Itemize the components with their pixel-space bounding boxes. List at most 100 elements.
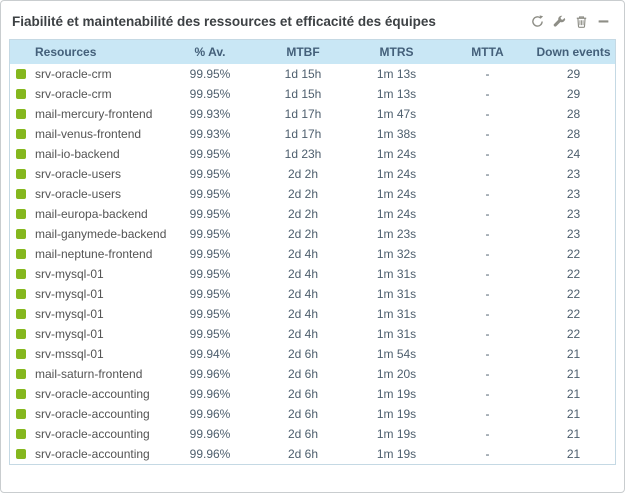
- status-ok-icon: [16, 189, 26, 199]
- table-row[interactable]: mail-io-backend 99.95% 1d 23h 1m 24s - 2…: [10, 144, 615, 164]
- resource-cell: srv-mysql-01: [10, 264, 164, 284]
- resource-name: srv-oracle-accounting: [35, 447, 150, 461]
- resource-name: srv-mysql-01: [35, 267, 104, 281]
- resource-cell: srv-oracle-crm: [10, 84, 164, 104]
- down-events-cell: 22: [532, 324, 615, 344]
- mtta-cell: -: [443, 444, 532, 464]
- minimize-icon: [597, 16, 610, 31]
- column-header-down-events[interactable]: Down events: [532, 40, 615, 64]
- column-header-mtbf[interactable]: MTBF: [256, 40, 350, 64]
- mtta-cell: -: [443, 144, 532, 164]
- table-row[interactable]: srv-oracle-accounting 99.96% 2d 6h 1m 19…: [10, 384, 615, 404]
- resource-cell: mail-saturn-frontend: [10, 364, 164, 384]
- resource-cell: srv-mysql-01: [10, 284, 164, 304]
- table-row[interactable]: mail-europa-backend 99.95% 2d 2h 1m 24s …: [10, 204, 615, 224]
- mtbf-cell: 2d 2h: [256, 164, 350, 184]
- resource-name: mail-mercury-frontend: [35, 107, 153, 121]
- mtrs-cell: 1m 20s: [350, 364, 443, 384]
- table-row[interactable]: srv-oracle-accounting 99.96% 2d 6h 1m 19…: [10, 424, 615, 444]
- wrench-icon: [553, 15, 566, 31]
- refresh-button[interactable]: [529, 14, 546, 29]
- mtta-cell: -: [443, 304, 532, 324]
- availability-cell: 99.93%: [164, 124, 256, 144]
- mtta-cell: -: [443, 364, 532, 384]
- status-ok-icon: [16, 209, 26, 219]
- availability-cell: 99.95%: [164, 84, 256, 104]
- mtta-cell: -: [443, 284, 532, 304]
- mtta-cell: -: [443, 384, 532, 404]
- table-row[interactable]: srv-oracle-users 99.95% 2d 2h 1m 24s - 2…: [10, 184, 615, 204]
- table-row[interactable]: srv-mysql-01 99.95% 2d 4h 1m 31s - 22: [10, 304, 615, 324]
- resource-cell: mail-europa-backend: [10, 204, 164, 224]
- down-events-cell: 23: [532, 164, 615, 184]
- mtrs-cell: 1m 54s: [350, 344, 443, 364]
- availability-cell: 99.95%: [164, 184, 256, 204]
- resource-cell: srv-oracle-accounting: [10, 384, 164, 404]
- resource-cell: mail-neptune-frontend: [10, 244, 164, 264]
- table-row[interactable]: srv-oracle-users 99.95% 2d 2h 1m 24s - 2…: [10, 164, 615, 184]
- table-row[interactable]: mail-neptune-frontend 99.95% 2d 4h 1m 32…: [10, 244, 615, 264]
- down-events-cell: 23: [532, 204, 615, 224]
- column-header-resources[interactable]: Resources: [10, 40, 164, 64]
- down-events-cell: 29: [532, 84, 615, 104]
- table-row[interactable]: mail-venus-frontend 99.93% 1d 17h 1m 38s…: [10, 124, 615, 144]
- down-events-cell: 23: [532, 184, 615, 204]
- table-row[interactable]: srv-mysql-01 99.95% 2d 4h 1m 31s - 22: [10, 324, 615, 344]
- status-ok-icon: [16, 389, 26, 399]
- column-header-availability[interactable]: % Av.: [164, 40, 256, 64]
- availability-cell: 99.96%: [164, 444, 256, 464]
- table-row[interactable]: srv-oracle-crm 99.95% 1d 15h 1m 13s - 29: [10, 64, 615, 84]
- mtbf-cell: 1d 15h: [256, 64, 350, 84]
- resource-cell: srv-mysql-01: [10, 324, 164, 344]
- status-ok-icon: [16, 329, 26, 339]
- availability-cell: 99.95%: [164, 224, 256, 244]
- refresh-icon: [531, 15, 544, 31]
- resource-name: srv-mysql-01: [35, 327, 104, 341]
- status-ok-icon: [16, 309, 26, 319]
- status-ok-icon: [16, 129, 26, 139]
- column-header-mtta[interactable]: MTTA: [443, 40, 532, 64]
- table-row[interactable]: srv-oracle-accounting 99.96% 2d 6h 1m 19…: [10, 444, 615, 464]
- delete-button[interactable]: [573, 14, 590, 29]
- widget-toolbar: [529, 14, 612, 29]
- availability-cell: 99.95%: [164, 64, 256, 84]
- table-row[interactable]: srv-mysql-01 99.95% 2d 4h 1m 31s - 22: [10, 264, 615, 284]
- mtrs-cell: 1m 32s: [350, 244, 443, 264]
- mtrs-cell: 1m 31s: [350, 284, 443, 304]
- mtrs-cell: 1m 24s: [350, 164, 443, 184]
- table-row[interactable]: mail-ganymede-backend 99.95% 2d 2h 1m 23…: [10, 224, 615, 244]
- down-events-cell: 21: [532, 364, 615, 384]
- status-ok-icon: [16, 89, 26, 99]
- table-row[interactable]: mail-mercury-frontend 99.93% 1d 17h 1m 4…: [10, 104, 615, 124]
- resource-cell: mail-venus-frontend: [10, 124, 164, 144]
- resource-name: mail-saturn-frontend: [35, 367, 143, 381]
- mtta-cell: -: [443, 344, 532, 364]
- down-events-cell: 22: [532, 264, 615, 284]
- mtbf-cell: 1d 17h: [256, 124, 350, 144]
- availability-cell: 99.96%: [164, 364, 256, 384]
- mtrs-cell: 1m 13s: [350, 64, 443, 84]
- availability-cell: 99.95%: [164, 284, 256, 304]
- table-row[interactable]: srv-oracle-crm 99.95% 1d 15h 1m 13s - 29: [10, 84, 615, 104]
- minimize-button[interactable]: [595, 14, 612, 29]
- down-events-cell: 28: [532, 124, 615, 144]
- column-header-mtrs[interactable]: MTRS: [350, 40, 443, 64]
- configure-button[interactable]: [551, 14, 568, 29]
- status-ok-icon: [16, 169, 26, 179]
- mtta-cell: -: [443, 164, 532, 184]
- table-row[interactable]: srv-oracle-accounting 99.96% 2d 6h 1m 19…: [10, 404, 615, 424]
- mtbf-cell: 2d 6h: [256, 384, 350, 404]
- resource-name: srv-oracle-users: [35, 167, 122, 181]
- resource-name: mail-venus-frontend: [35, 127, 142, 141]
- table-row[interactable]: srv-mssql-01 99.94% 2d 6h 1m 54s - 21: [10, 344, 615, 364]
- resource-cell: srv-oracle-accounting: [10, 444, 164, 464]
- table-row[interactable]: srv-mysql-01 99.95% 2d 4h 1m 31s - 22: [10, 284, 615, 304]
- resource-name: srv-oracle-users: [35, 187, 122, 201]
- status-ok-icon: [16, 109, 26, 119]
- mtrs-cell: 1m 31s: [350, 264, 443, 284]
- resource-cell: srv-oracle-crm: [10, 64, 164, 84]
- table-row[interactable]: mail-saturn-frontend 99.96% 2d 6h 1m 20s…: [10, 364, 615, 384]
- availability-cell: 99.95%: [164, 264, 256, 284]
- availability-cell: 99.93%: [164, 104, 256, 124]
